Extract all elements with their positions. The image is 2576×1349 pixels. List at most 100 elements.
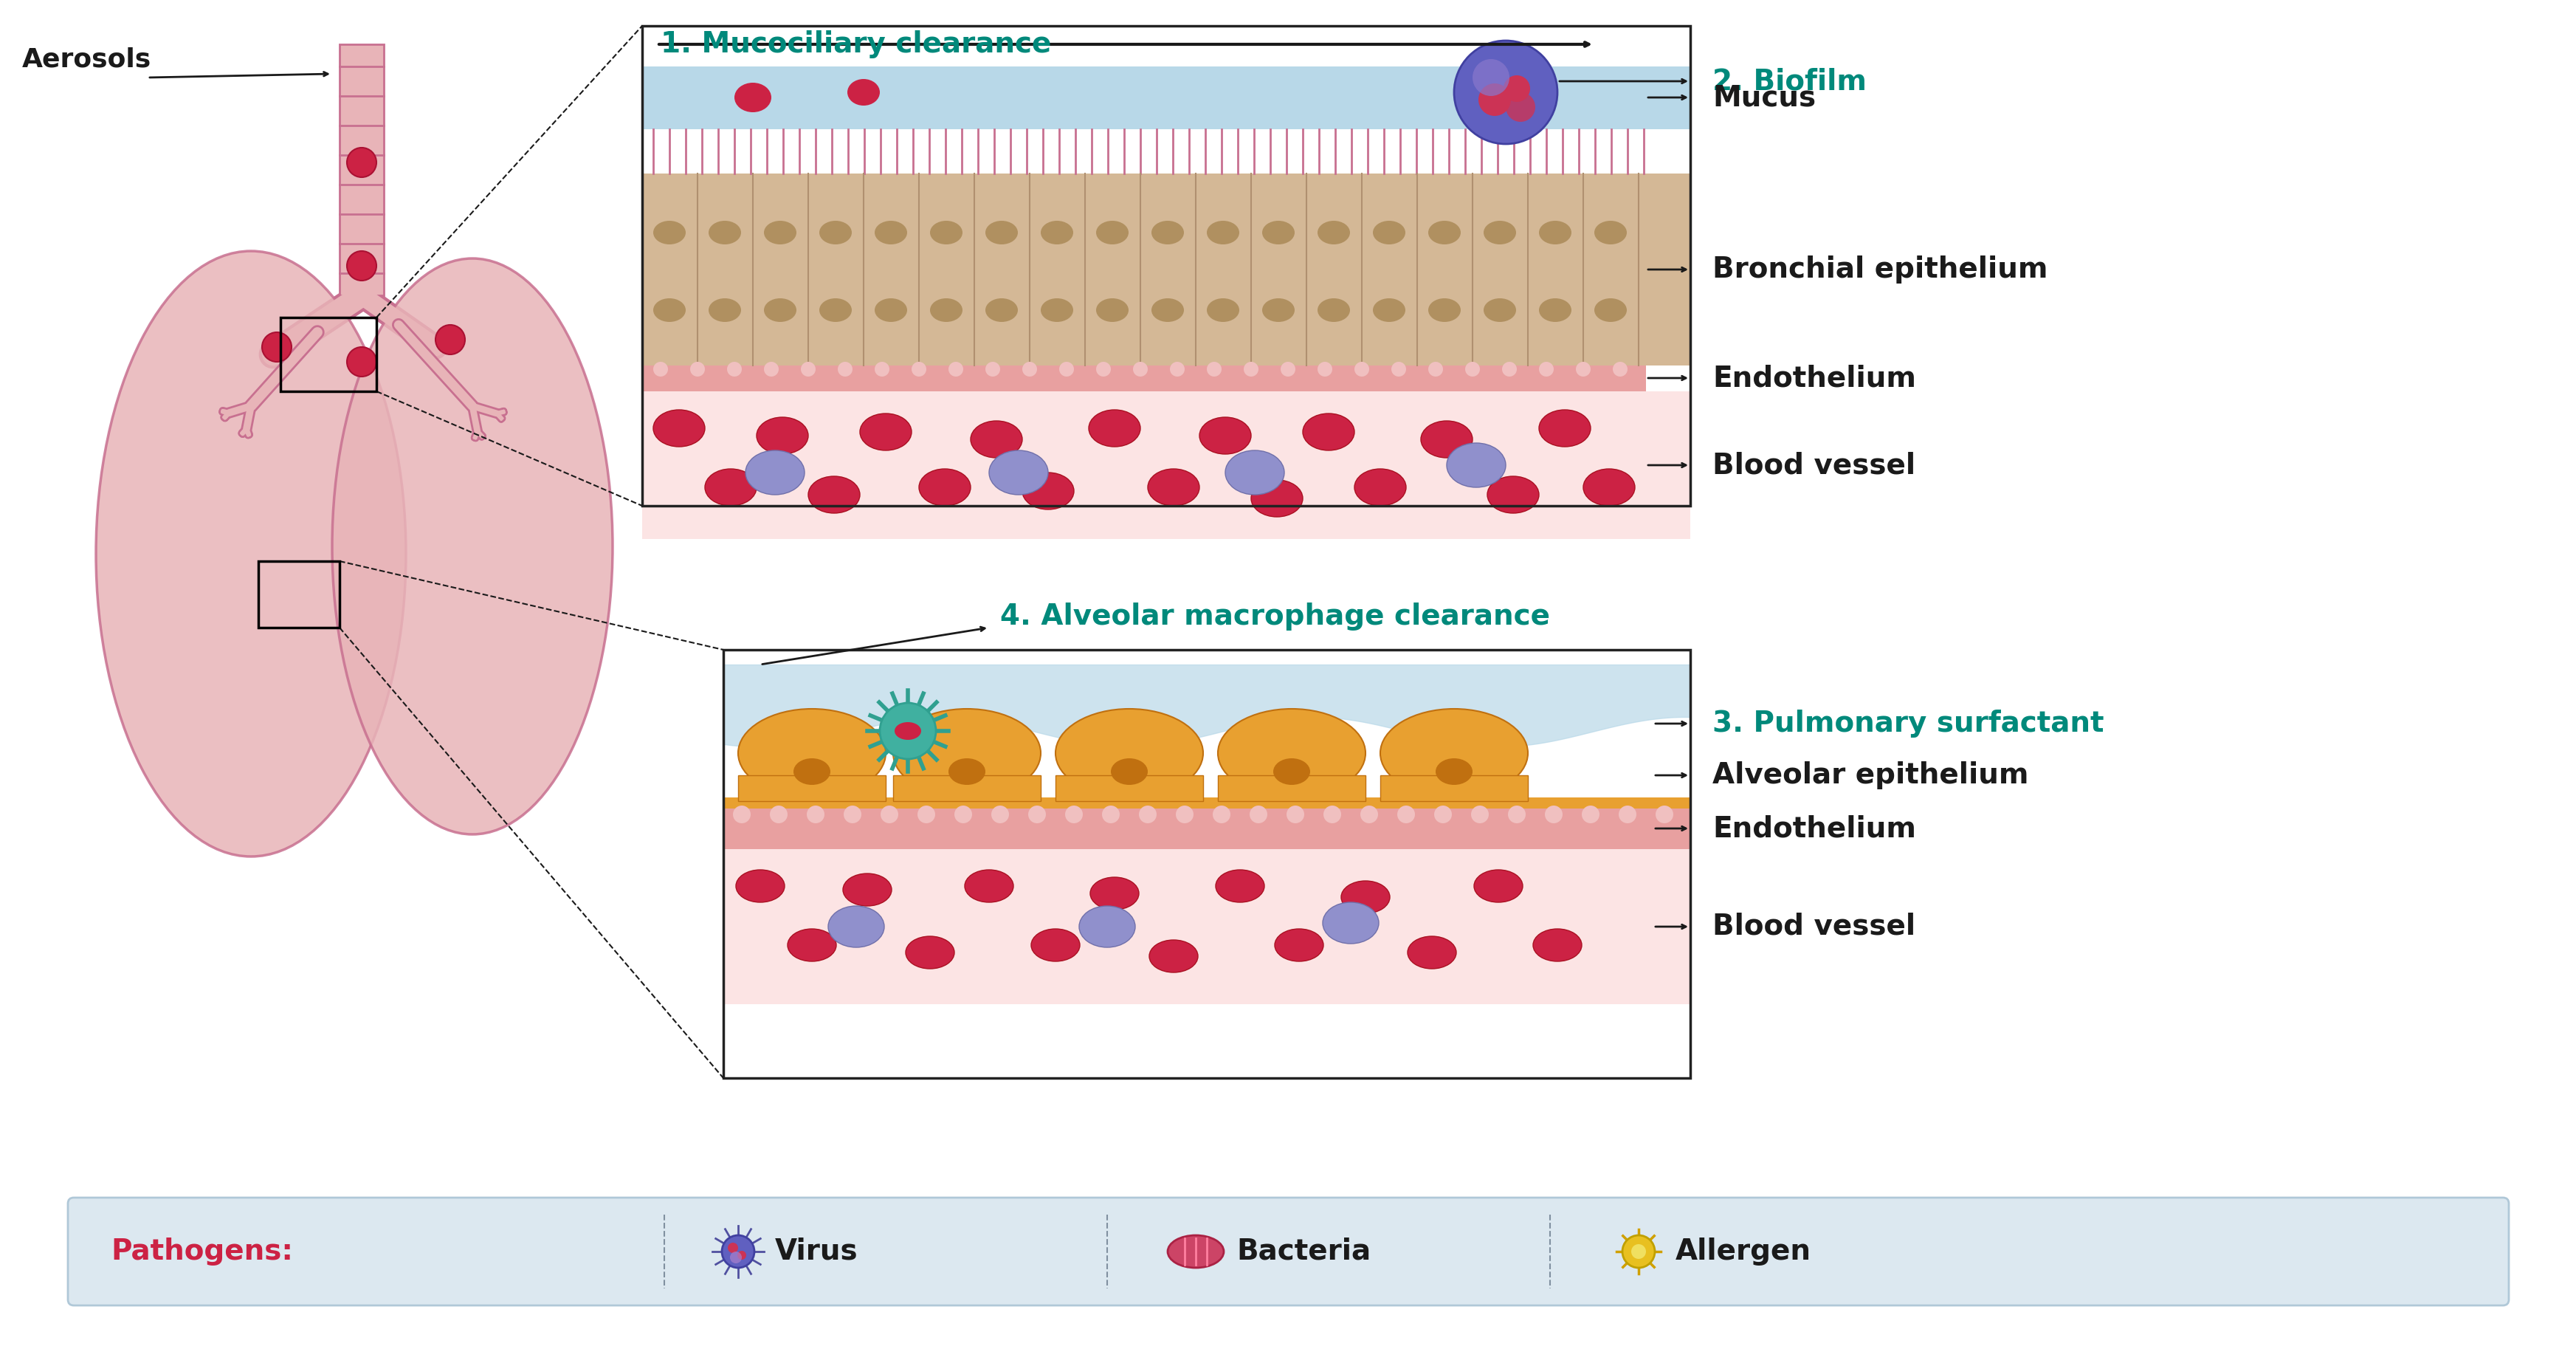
- Text: Alveolar epithelium: Alveolar epithelium: [1713, 761, 2027, 789]
- Ellipse shape: [930, 221, 963, 244]
- Ellipse shape: [1427, 298, 1461, 322]
- Circle shape: [1316, 362, 1332, 376]
- Ellipse shape: [984, 221, 1018, 244]
- Ellipse shape: [1538, 410, 1589, 447]
- Ellipse shape: [1275, 929, 1324, 962]
- Ellipse shape: [1110, 758, 1146, 785]
- Ellipse shape: [654, 298, 685, 322]
- Circle shape: [762, 362, 778, 376]
- Circle shape: [435, 325, 464, 355]
- Text: Endothelium: Endothelium: [1713, 815, 1917, 843]
- FancyBboxPatch shape: [724, 808, 1690, 849]
- Ellipse shape: [1198, 417, 1252, 455]
- Circle shape: [837, 362, 853, 376]
- Ellipse shape: [1023, 472, 1074, 510]
- Circle shape: [1623, 1236, 1654, 1268]
- Ellipse shape: [654, 410, 706, 447]
- Ellipse shape: [1252, 480, 1303, 517]
- Circle shape: [729, 1252, 742, 1264]
- Circle shape: [1613, 362, 1628, 376]
- Text: Endothelium: Endothelium: [1713, 364, 1917, 393]
- Ellipse shape: [930, 298, 963, 322]
- FancyBboxPatch shape: [724, 797, 1690, 808]
- Ellipse shape: [1486, 476, 1538, 513]
- Circle shape: [881, 805, 899, 823]
- Circle shape: [1538, 362, 1553, 376]
- Circle shape: [1631, 1244, 1646, 1259]
- Ellipse shape: [842, 874, 891, 907]
- Circle shape: [1324, 805, 1340, 823]
- Ellipse shape: [1206, 298, 1239, 322]
- Ellipse shape: [1595, 221, 1625, 244]
- Circle shape: [348, 347, 376, 376]
- Ellipse shape: [1262, 298, 1293, 322]
- Ellipse shape: [788, 929, 837, 962]
- Ellipse shape: [744, 451, 804, 495]
- Ellipse shape: [1056, 708, 1203, 797]
- FancyBboxPatch shape: [1381, 776, 1528, 801]
- Circle shape: [1064, 805, 1082, 823]
- Ellipse shape: [1406, 936, 1455, 969]
- Circle shape: [263, 332, 291, 362]
- Text: Mucus: Mucus: [1713, 84, 1816, 112]
- Circle shape: [1391, 362, 1406, 376]
- Circle shape: [726, 362, 742, 376]
- Ellipse shape: [1095, 298, 1128, 322]
- Bar: [258, 561, 340, 627]
- Circle shape: [1396, 805, 1414, 823]
- FancyBboxPatch shape: [641, 366, 1646, 391]
- Text: Pathogens:: Pathogens:: [111, 1237, 294, 1265]
- Ellipse shape: [734, 82, 770, 112]
- Ellipse shape: [1151, 221, 1182, 244]
- Ellipse shape: [762, 221, 796, 244]
- Circle shape: [1355, 362, 1368, 376]
- FancyBboxPatch shape: [641, 174, 1690, 366]
- Circle shape: [878, 703, 935, 759]
- Ellipse shape: [848, 80, 878, 105]
- Ellipse shape: [1316, 221, 1350, 244]
- Ellipse shape: [1484, 298, 1515, 322]
- Ellipse shape: [1218, 708, 1365, 797]
- Text: Bronchial epithelium: Bronchial epithelium: [1713, 255, 2048, 283]
- Text: Blood vessel: Blood vessel: [1713, 913, 1914, 940]
- Circle shape: [1244, 362, 1257, 376]
- Circle shape: [842, 805, 860, 823]
- Ellipse shape: [984, 298, 1018, 322]
- FancyBboxPatch shape: [641, 66, 1690, 130]
- Text: 4. Alveolar macrophage clearance: 4. Alveolar macrophage clearance: [999, 603, 1551, 630]
- Circle shape: [1466, 362, 1479, 376]
- Circle shape: [726, 1242, 737, 1253]
- Circle shape: [1139, 805, 1157, 823]
- Ellipse shape: [332, 259, 613, 835]
- Ellipse shape: [963, 870, 1012, 902]
- Circle shape: [1435, 805, 1450, 823]
- Ellipse shape: [95, 251, 407, 857]
- FancyBboxPatch shape: [737, 776, 886, 801]
- Text: Allergen: Allergen: [1674, 1237, 1811, 1265]
- Circle shape: [1059, 362, 1074, 376]
- Circle shape: [912, 362, 925, 376]
- Text: Blood vessel: Blood vessel: [1713, 451, 1914, 479]
- Circle shape: [953, 805, 971, 823]
- Circle shape: [770, 805, 788, 823]
- Text: Bacteria: Bacteria: [1236, 1237, 1370, 1265]
- Circle shape: [721, 1236, 755, 1268]
- Ellipse shape: [873, 221, 907, 244]
- Circle shape: [992, 805, 1010, 823]
- Circle shape: [806, 805, 824, 823]
- Ellipse shape: [1419, 421, 1471, 457]
- Ellipse shape: [1538, 221, 1571, 244]
- Ellipse shape: [1151, 298, 1182, 322]
- FancyBboxPatch shape: [894, 776, 1041, 801]
- FancyBboxPatch shape: [67, 1198, 2509, 1306]
- Circle shape: [1280, 362, 1296, 376]
- Circle shape: [948, 362, 963, 376]
- Circle shape: [1175, 805, 1193, 823]
- Ellipse shape: [894, 722, 920, 739]
- Ellipse shape: [1373, 298, 1404, 322]
- Ellipse shape: [1355, 469, 1406, 506]
- Circle shape: [801, 362, 817, 376]
- Ellipse shape: [1149, 940, 1198, 973]
- Ellipse shape: [1473, 870, 1522, 902]
- Circle shape: [348, 251, 376, 281]
